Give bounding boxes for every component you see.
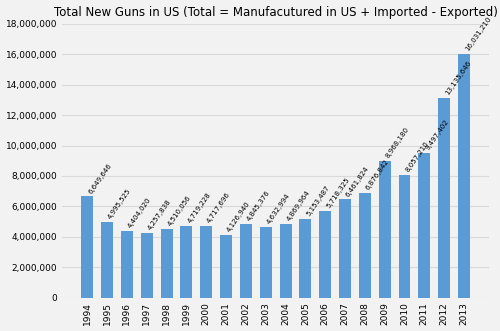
Bar: [82, 197, 93, 298]
Text: 4,510,056: 4,510,056: [166, 195, 192, 227]
Text: 4,719,228: 4,719,228: [186, 191, 212, 224]
Text: 8,968,180: 8,968,180: [384, 126, 410, 160]
Bar: [180, 226, 192, 298]
Text: 4,845,376: 4,845,376: [246, 189, 272, 222]
Text: 8,057,210: 8,057,210: [404, 141, 430, 173]
Text: 5,153,487: 5,153,487: [306, 185, 330, 217]
Text: 4,869,964: 4,869,964: [286, 189, 311, 222]
Text: 16,031,210: 16,031,210: [464, 16, 492, 52]
Bar: [378, 161, 390, 298]
Text: 4,257,838: 4,257,838: [147, 198, 172, 231]
Text: 13,135,646: 13,135,646: [444, 60, 472, 96]
Bar: [438, 98, 450, 298]
Bar: [240, 224, 252, 298]
Text: 5,718,325: 5,718,325: [325, 176, 350, 209]
Bar: [398, 175, 410, 298]
Text: 6,876,842: 6,876,842: [365, 159, 390, 191]
Bar: [121, 231, 133, 298]
Bar: [320, 211, 331, 298]
Text: 4,717,696: 4,717,696: [206, 191, 232, 224]
Bar: [359, 193, 371, 298]
Title: Total New Guns in US (Total = Manufacutured in US + Imported - Exported): Total New Guns in US (Total = Manufacutu…: [54, 6, 498, 19]
Bar: [141, 233, 152, 298]
Bar: [280, 223, 291, 298]
Bar: [220, 235, 232, 298]
Bar: [300, 219, 312, 298]
Text: 4,404,020: 4,404,020: [127, 196, 152, 229]
Text: 6,461,824: 6,461,824: [345, 165, 370, 198]
Text: 4,126,940: 4,126,940: [226, 200, 252, 233]
Text: 4,995,525: 4,995,525: [107, 187, 132, 220]
Bar: [160, 229, 172, 298]
Bar: [101, 222, 113, 298]
Bar: [200, 226, 212, 298]
Bar: [339, 199, 351, 298]
Text: 6,649,646: 6,649,646: [88, 162, 112, 195]
Text: 4,632,994: 4,632,994: [266, 193, 291, 225]
Bar: [418, 153, 430, 298]
Text: 9,497,402: 9,497,402: [424, 119, 450, 151]
Bar: [458, 54, 470, 298]
Bar: [260, 227, 272, 298]
